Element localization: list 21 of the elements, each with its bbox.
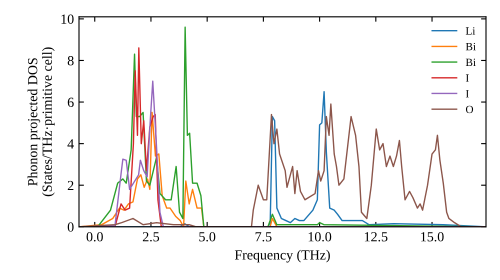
y-tick-label: 8 bbox=[68, 56, 74, 66]
x-tick-label: 15.0 bbox=[421, 232, 444, 242]
x-tick-label: 7.5 bbox=[256, 232, 272, 242]
x-tick-label: 0.0 bbox=[86, 232, 103, 242]
x-axis-title: Frequency (THz) bbox=[234, 250, 330, 262]
y-tick-label: 4 bbox=[67, 139, 74, 148]
legend-label: Bi bbox=[466, 58, 476, 66]
y-tick-label: 2 bbox=[68, 180, 74, 190]
y-tick-label: 10 bbox=[61, 14, 74, 24]
y-tick-label: 0 bbox=[68, 222, 74, 232]
legend-label: O bbox=[466, 106, 474, 114]
legend-label: Li bbox=[466, 27, 476, 35]
legend-label: I bbox=[466, 90, 469, 98]
y-tick-label: 6 bbox=[68, 98, 74, 108]
legend-label: I bbox=[466, 74, 469, 82]
legend-label: Bi bbox=[466, 42, 476, 50]
x-tick-label: 12.5 bbox=[364, 232, 388, 242]
x-tick-label: 10.0 bbox=[308, 232, 332, 242]
x-tick-label: 5.0 bbox=[199, 232, 216, 242]
y-axis-title: Phonon projected DOS (States/THz·primitive cell) bbox=[28, 47, 55, 196]
x-tick-label: 2.5 bbox=[142, 232, 160, 242]
